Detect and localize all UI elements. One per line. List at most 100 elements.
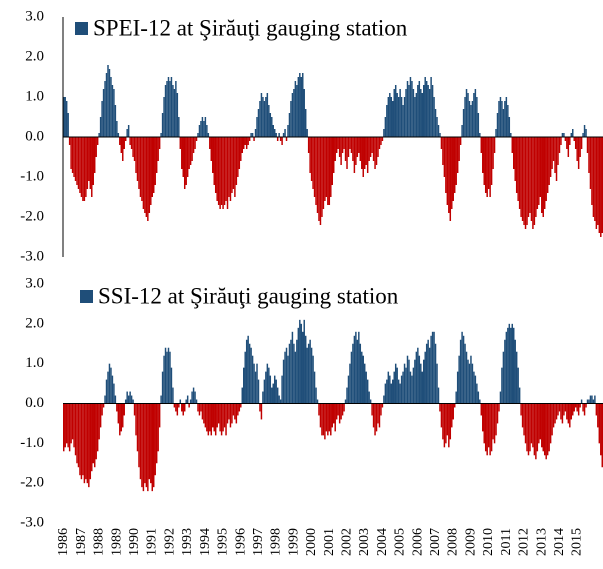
bar — [232, 137, 235, 189]
bar — [124, 137, 127, 141]
bar — [349, 137, 351, 149]
bar — [99, 403, 102, 428]
x-tick-label: 1992 — [162, 528, 177, 556]
bar — [428, 89, 431, 137]
bar — [114, 105, 117, 137]
bar — [155, 137, 158, 173]
bar — [294, 351, 297, 404]
bar — [130, 395, 133, 404]
bar — [77, 403, 80, 468]
x-tick-label: 2004 — [375, 528, 390, 556]
bar — [437, 387, 440, 404]
bar — [247, 137, 249, 145]
bar — [366, 137, 369, 173]
bar — [403, 363, 406, 404]
bar — [127, 395, 130, 404]
bar — [440, 403, 443, 428]
bar — [507, 105, 509, 137]
bar — [589, 137, 592, 189]
bar — [306, 129, 308, 137]
bar — [428, 347, 431, 404]
bar — [229, 137, 232, 201]
bar — [96, 403, 99, 452]
bar — [319, 137, 322, 225]
bar — [545, 137, 547, 201]
bar — [579, 137, 581, 157]
bar — [417, 347, 419, 404]
bar — [542, 137, 544, 217]
bar — [147, 137, 149, 221]
bar — [269, 113, 272, 137]
bar — [446, 403, 449, 436]
bar — [533, 137, 536, 225]
bar — [493, 403, 496, 444]
bar — [464, 343, 466, 404]
bar — [136, 403, 139, 452]
bar — [434, 343, 437, 404]
bar — [405, 367, 407, 404]
bar — [145, 403, 148, 488]
bar — [71, 137, 74, 173]
bar — [272, 125, 274, 137]
bar — [116, 121, 118, 137]
bar — [266, 93, 269, 137]
bar — [296, 339, 298, 404]
bar — [67, 113, 69, 137]
bar — [517, 137, 519, 201]
bar — [175, 81, 177, 137]
bar — [126, 391, 128, 404]
bar — [417, 85, 419, 137]
bar — [505, 331, 508, 404]
bar — [288, 343, 291, 404]
y-tick-label: -2.0 — [20, 208, 44, 224]
bar — [278, 395, 280, 404]
bar — [101, 101, 103, 137]
x-tick-label: 1997 — [251, 528, 266, 556]
bar — [222, 403, 224, 432]
bar — [117, 403, 120, 424]
bar — [201, 117, 204, 137]
bar — [139, 403, 142, 480]
bar — [294, 81, 297, 137]
bar — [98, 403, 100, 440]
bar — [76, 137, 78, 185]
bar — [350, 137, 353, 153]
bar — [456, 371, 459, 404]
bar — [214, 403, 217, 436]
y-tick-label: 2.0 — [25, 48, 44, 64]
bar — [93, 403, 96, 468]
bar — [271, 387, 273, 404]
bar — [147, 403, 149, 492]
bar — [260, 93, 263, 137]
bar — [473, 93, 475, 137]
bar — [467, 359, 469, 404]
bar — [194, 391, 196, 404]
bar — [583, 125, 586, 137]
bar — [209, 403, 211, 432]
bar — [337, 137, 339, 149]
bar — [163, 355, 165, 404]
bar — [374, 403, 376, 436]
bar — [133, 137, 136, 161]
bar — [600, 137, 602, 237]
bar — [473, 371, 475, 404]
bar — [566, 137, 568, 149]
bar — [567, 403, 570, 424]
bar — [455, 137, 457, 185]
bar — [548, 403, 550, 452]
bar — [546, 403, 549, 456]
legend-swatch — [80, 290, 93, 303]
bar — [445, 403, 447, 444]
bar — [304, 109, 307, 137]
bar — [579, 403, 581, 408]
bar — [597, 137, 599, 225]
bar — [271, 117, 273, 137]
bar — [293, 89, 295, 137]
bar — [226, 403, 229, 424]
bar — [572, 129, 574, 137]
y-tick-label: 2.0 — [25, 315, 44, 331]
bar — [204, 403, 207, 428]
bar — [160, 395, 162, 404]
bar — [268, 105, 270, 137]
bar — [181, 137, 183, 169]
